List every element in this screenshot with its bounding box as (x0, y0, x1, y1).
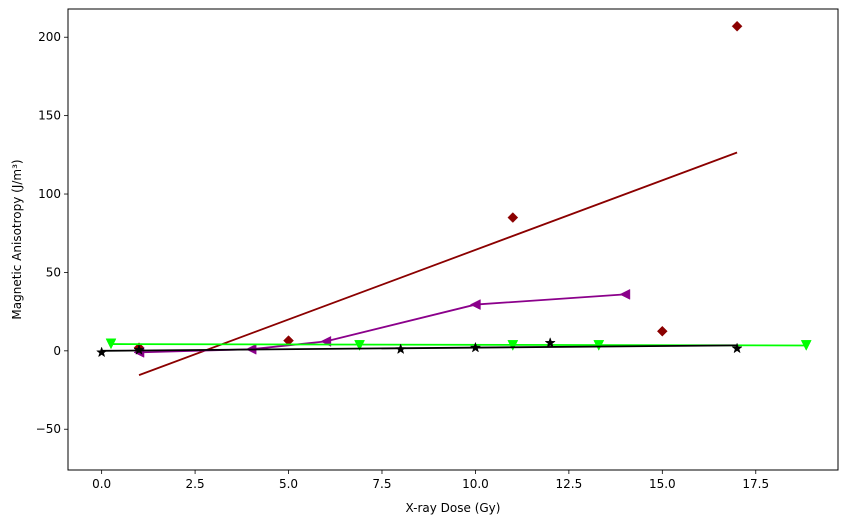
x-tick-label: 17.5 (742, 477, 769, 491)
data-point (133, 344, 145, 355)
data-point (395, 343, 407, 355)
data-point (656, 325, 668, 337)
x-tick-label: 12.5 (556, 477, 583, 491)
y-tick-label: 200 (38, 30, 61, 44)
x-tick-label: 5.0 (279, 477, 298, 491)
y-tick-label: 0 (53, 344, 61, 358)
y-tick-label: 150 (38, 109, 61, 123)
x-axis-label: X-ray Dose (Gy) (406, 501, 501, 515)
data-point (469, 341, 482, 353)
x-tick-label: 0.0 (92, 477, 111, 491)
data-point (507, 340, 519, 351)
x-tick-label: 2.5 (186, 477, 205, 491)
axes-frame (67, 8, 839, 471)
series-3 (95, 337, 743, 358)
plot-area (95, 20, 812, 376)
axis-ticks: 0.0 2.5 5.0 7.5 10.0 12.5 15.0 17.5 −50 0 50 100 150… (36, 30, 769, 491)
data-point (593, 340, 605, 351)
data-point (105, 338, 117, 350)
series-0-trend-line (138, 151, 738, 376)
data-point (469, 299, 481, 310)
data-point (619, 288, 631, 300)
x-tick-label: 7.5 (372, 477, 391, 491)
y-tick-label: 100 (38, 187, 61, 201)
data-point (354, 340, 365, 351)
y-axis-label: Magnetic Anisotropy (J/m³) (10, 159, 24, 319)
series-3-trend-line (101, 344, 738, 352)
data-point (731, 342, 743, 354)
x-tick-label: 15.0 (649, 477, 676, 491)
data-point (731, 20, 743, 32)
y-tick-label: −50 (36, 422, 61, 436)
data-point (95, 346, 108, 358)
data-point (544, 337, 556, 348)
x-tick-label: 10.0 (462, 477, 489, 491)
data-point (507, 212, 519, 223)
y-tick-label: 50 (46, 265, 61, 279)
data-point (800, 340, 812, 351)
